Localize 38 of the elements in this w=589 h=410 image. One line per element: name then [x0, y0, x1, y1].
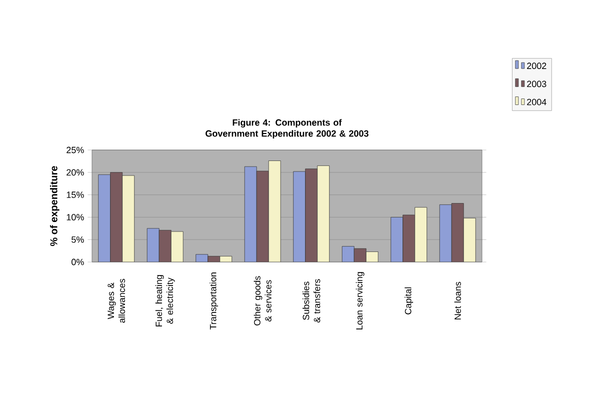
legend-label: 2004: [527, 98, 546, 106]
y-tick-label: 10%: [66, 214, 84, 220]
bar: [146, 228, 160, 262]
bar: [317, 165, 330, 262]
bar: [414, 207, 428, 262]
bar: [342, 246, 354, 262]
chart-title: Figure 4: Components of Government Expenditure 2002 & 2003: [206, 119, 368, 138]
bar: [244, 166, 257, 262]
x-tick-label: Loan servicing: [356, 272, 364, 330]
x-tick-label: Wages & allowances: [108, 278, 126, 323]
bar: [402, 214, 416, 262]
y-tick-label: 25%: [66, 146, 84, 154]
bar: [158, 230, 172, 262]
y-axis-title: % of expenditure: [50, 166, 60, 246]
bar: [98, 174, 111, 262]
legend-label: 2002: [527, 62, 546, 70]
bar: [122, 175, 135, 262]
bar: [451, 203, 464, 262]
legend-label: 2003: [527, 80, 546, 88]
bar: [390, 217, 404, 262]
bar: [268, 160, 281, 262]
y-tick-label: 5%: [72, 236, 84, 243]
bar: [170, 231, 184, 262]
y-tick-label: 20%: [66, 169, 84, 176]
bar: [305, 168, 318, 262]
y-tick-label: 15%: [66, 192, 84, 198]
bar: [439, 204, 452, 262]
x-tick-label: Transportation: [210, 272, 218, 330]
x-tick-label: Net loans: [454, 282, 461, 320]
x-tick-label: Other goods & services: [254, 276, 272, 326]
y-tick-label: 0%: [72, 258, 84, 266]
bar: [110, 172, 123, 262]
x-tick-label: Subsidies & transfers: [302, 279, 320, 322]
bar: [293, 171, 306, 262]
bar: [256, 171, 269, 262]
bar: [463, 218, 476, 262]
x-tick-label: Fuel, heating & electricity: [155, 275, 175, 326]
x-tick-label: Capital: [404, 287, 414, 314]
